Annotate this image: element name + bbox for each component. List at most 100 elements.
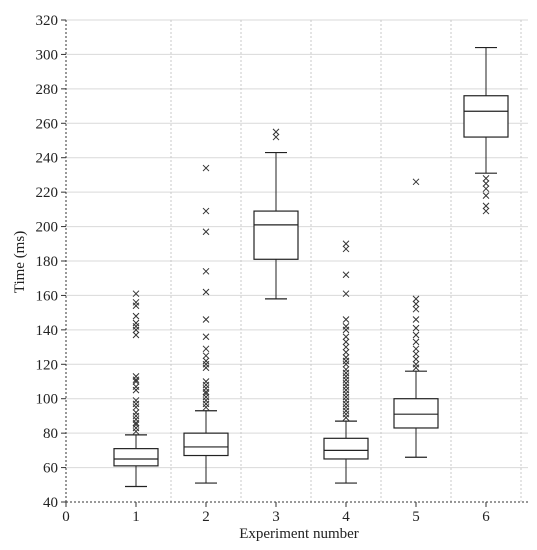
outlier-point bbox=[482, 207, 490, 215]
outlier-point bbox=[202, 381, 210, 389]
outlier-point bbox=[342, 366, 350, 373]
outlier-point bbox=[132, 400, 140, 408]
outlier-point bbox=[412, 295, 420, 303]
outlier-point bbox=[342, 343, 350, 351]
outlier-point bbox=[412, 338, 420, 346]
box-group bbox=[253, 128, 299, 300]
y-tick-label: 40 bbox=[43, 495, 58, 511]
y-tick-label: 220 bbox=[36, 185, 59, 201]
outlier-point bbox=[132, 409, 140, 416]
box-group bbox=[113, 290, 159, 488]
y-tick-label: 260 bbox=[36, 116, 59, 132]
outlier-point bbox=[342, 414, 350, 422]
outlier-point bbox=[342, 290, 350, 298]
outlier-point bbox=[202, 333, 210, 341]
outlier-point bbox=[342, 390, 350, 397]
outlier-point bbox=[132, 383, 140, 391]
box-iqr bbox=[113, 448, 159, 467]
outlier-point bbox=[132, 416, 140, 423]
outlier-point bbox=[132, 323, 140, 330]
outlier-point bbox=[482, 175, 490, 182]
outlier-point bbox=[342, 403, 350, 411]
y-tick-label: 140 bbox=[36, 323, 59, 339]
outlier-point bbox=[342, 357, 350, 365]
outlier-point bbox=[342, 271, 350, 279]
y-tick-label: 60 bbox=[43, 461, 58, 477]
outlier-point bbox=[342, 379, 350, 387]
box-iqr bbox=[393, 398, 439, 429]
outlier-point bbox=[132, 397, 140, 404]
outlier-point bbox=[342, 407, 350, 415]
outlier-point bbox=[342, 376, 350, 384]
x-tick-label: 6 bbox=[482, 509, 490, 525]
box-group bbox=[183, 164, 229, 484]
box-iqr bbox=[183, 432, 229, 457]
outlier-point bbox=[342, 245, 350, 253]
outlier-point bbox=[412, 350, 420, 358]
y-tick-label: 80 bbox=[43, 426, 58, 442]
grid-lines bbox=[66, 19, 528, 502]
outlier-point bbox=[342, 348, 350, 356]
outlier-point bbox=[342, 338, 350, 346]
outlier-point bbox=[342, 316, 350, 323]
outlier-point bbox=[132, 298, 140, 306]
outlier-point bbox=[412, 345, 420, 353]
outlier-point bbox=[202, 378, 210, 385]
outlier-point bbox=[132, 319, 140, 327]
outlier-point bbox=[132, 421, 140, 428]
outlier-point bbox=[202, 390, 210, 397]
outlier-point bbox=[132, 302, 140, 310]
outlier-point bbox=[132, 424, 140, 432]
y-tick-label: 240 bbox=[36, 151, 59, 167]
outlier-point bbox=[202, 288, 210, 296]
outlier-point bbox=[342, 369, 350, 377]
box-iqr bbox=[253, 210, 299, 260]
outlier-point bbox=[132, 312, 140, 320]
outlier-point bbox=[202, 364, 210, 372]
outlier-point bbox=[342, 240, 350, 248]
outlier-point bbox=[132, 412, 140, 420]
outlier-point bbox=[482, 202, 490, 210]
outlier-point bbox=[412, 178, 420, 186]
outlier-point bbox=[132, 378, 140, 385]
outlier-point bbox=[202, 316, 210, 323]
outlier-point bbox=[482, 180, 490, 187]
y-tick-label: 160 bbox=[36, 288, 59, 304]
y-tick-label: 320 bbox=[36, 13, 59, 29]
y-tick-label: 300 bbox=[36, 47, 59, 63]
box-group bbox=[463, 46, 509, 215]
outlier-point bbox=[202, 228, 210, 236]
box-group bbox=[393, 178, 439, 458]
outlier-point bbox=[202, 357, 210, 365]
y-axis-label: Time (ms) bbox=[12, 231, 28, 293]
y-tick-label: 100 bbox=[36, 392, 59, 408]
outlier-point bbox=[412, 316, 420, 323]
outlier-point bbox=[202, 207, 210, 215]
outlier-point bbox=[132, 386, 140, 394]
outlier-point bbox=[482, 192, 490, 199]
y-tick-label: 120 bbox=[36, 357, 59, 373]
x-axis-label: Experiment number bbox=[239, 526, 359, 542]
outlier-point bbox=[342, 386, 350, 394]
y-tick-label: 280 bbox=[36, 82, 59, 98]
outlier-point bbox=[482, 185, 490, 193]
x-tick-label: 3 bbox=[272, 509, 280, 525]
outlier-point bbox=[412, 324, 420, 332]
outlier-point bbox=[132, 372, 140, 380]
outlier-point bbox=[202, 352, 210, 360]
x-tick-label: 4 bbox=[342, 509, 350, 525]
outlier-point bbox=[342, 410, 350, 418]
outlier-point bbox=[272, 128, 280, 136]
outlier-point bbox=[132, 403, 140, 411]
y-tick-label: 200 bbox=[36, 220, 59, 236]
outlier-point bbox=[342, 383, 350, 391]
outlier-point bbox=[342, 400, 350, 408]
boxes bbox=[113, 46, 509, 488]
outlier-point bbox=[412, 300, 420, 308]
outlier-point bbox=[342, 333, 350, 341]
box-iqr bbox=[323, 437, 369, 460]
y-tick-label: 180 bbox=[36, 254, 59, 270]
box-group bbox=[323, 240, 369, 484]
outlier-point bbox=[132, 290, 140, 298]
